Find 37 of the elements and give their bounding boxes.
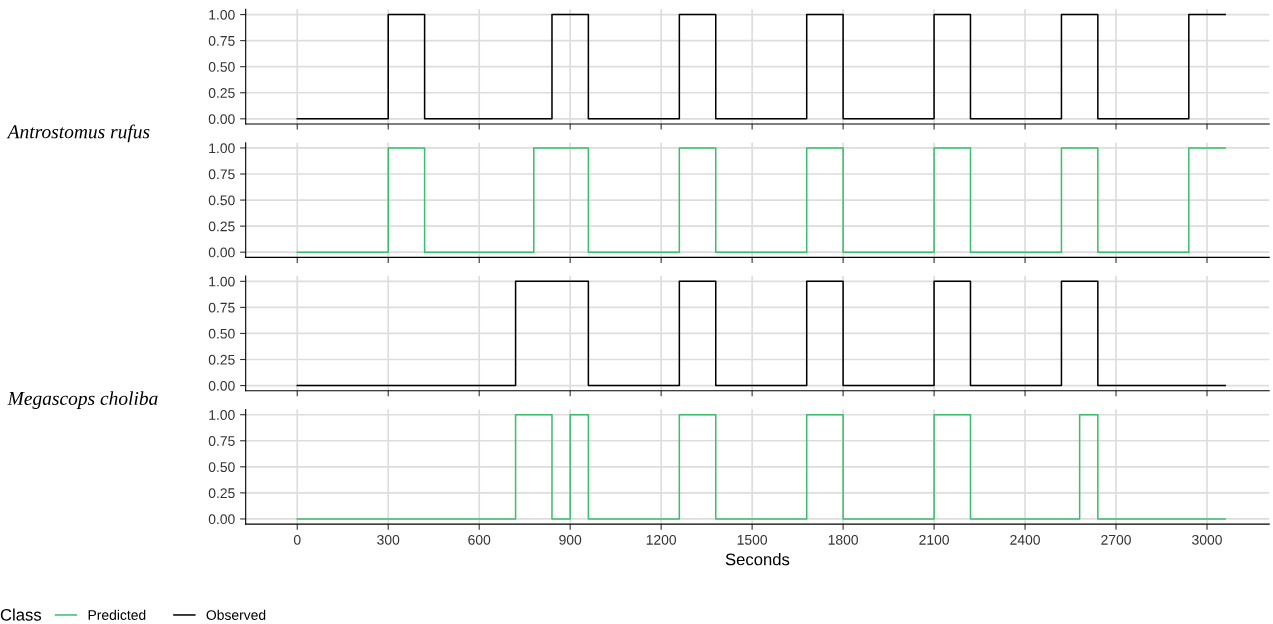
y-tick-label: 0.00 bbox=[208, 514, 235, 525]
y-tick-label: 1.00 bbox=[209, 9, 235, 20]
x-tick-label: 600 bbox=[468, 534, 491, 545]
y-tick-label: 0.25 bbox=[208, 221, 235, 232]
y-tick-label: 0.00 bbox=[208, 380, 235, 391]
y-tick-label: 0.25 bbox=[208, 354, 235, 365]
legend-label: Observed bbox=[206, 609, 266, 620]
y-tick-label: 0.25 bbox=[208, 88, 235, 98]
x-tick-label: 3000 bbox=[1192, 534, 1222, 545]
legend-title: Class bbox=[0, 608, 42, 621]
y-tick-label: 1.00 bbox=[209, 410, 235, 420]
x-tick-label: 0 bbox=[293, 534, 301, 545]
legend-label: Predicted bbox=[88, 609, 146, 620]
y-tick-label: 1.00 bbox=[209, 276, 235, 287]
y-tick-label: 0.75 bbox=[208, 302, 235, 313]
x-tick-label: 2400 bbox=[1010, 534, 1040, 545]
y-tick-label: 0.50 bbox=[208, 328, 235, 339]
text: Megascops choliba bbox=[7, 391, 158, 409]
x-tick-label: 1200 bbox=[646, 534, 677, 545]
y-tick-label: 0.50 bbox=[208, 195, 235, 206]
y-tick-label: 0.00 bbox=[208, 247, 235, 258]
x-tick-label: 1800 bbox=[828, 534, 859, 545]
text: Antrostomus rufus bbox=[6, 124, 150, 143]
y-tick-label: 0.75 bbox=[208, 35, 235, 46]
y-tick-label: 0.50 bbox=[208, 462, 235, 472]
y-tick-label: 0.75 bbox=[208, 436, 235, 446]
x-tick-label: 2700 bbox=[1101, 534, 1131, 545]
x-tick-label: 300 bbox=[377, 534, 400, 545]
y-tick-label: 0.50 bbox=[208, 62, 235, 72]
y-tick-label: 0.75 bbox=[208, 169, 235, 180]
y-tick-label: 1.00 bbox=[209, 143, 235, 154]
x-tick-label: 900 bbox=[559, 534, 582, 545]
x-tick-label: 2100 bbox=[919, 534, 949, 545]
y-tick-label: 0.00 bbox=[208, 114, 235, 124]
x-tick-label: 1500 bbox=[737, 534, 768, 545]
y-tick-label: 0.25 bbox=[208, 488, 235, 499]
x-axis-title: Seconds bbox=[725, 553, 790, 566]
